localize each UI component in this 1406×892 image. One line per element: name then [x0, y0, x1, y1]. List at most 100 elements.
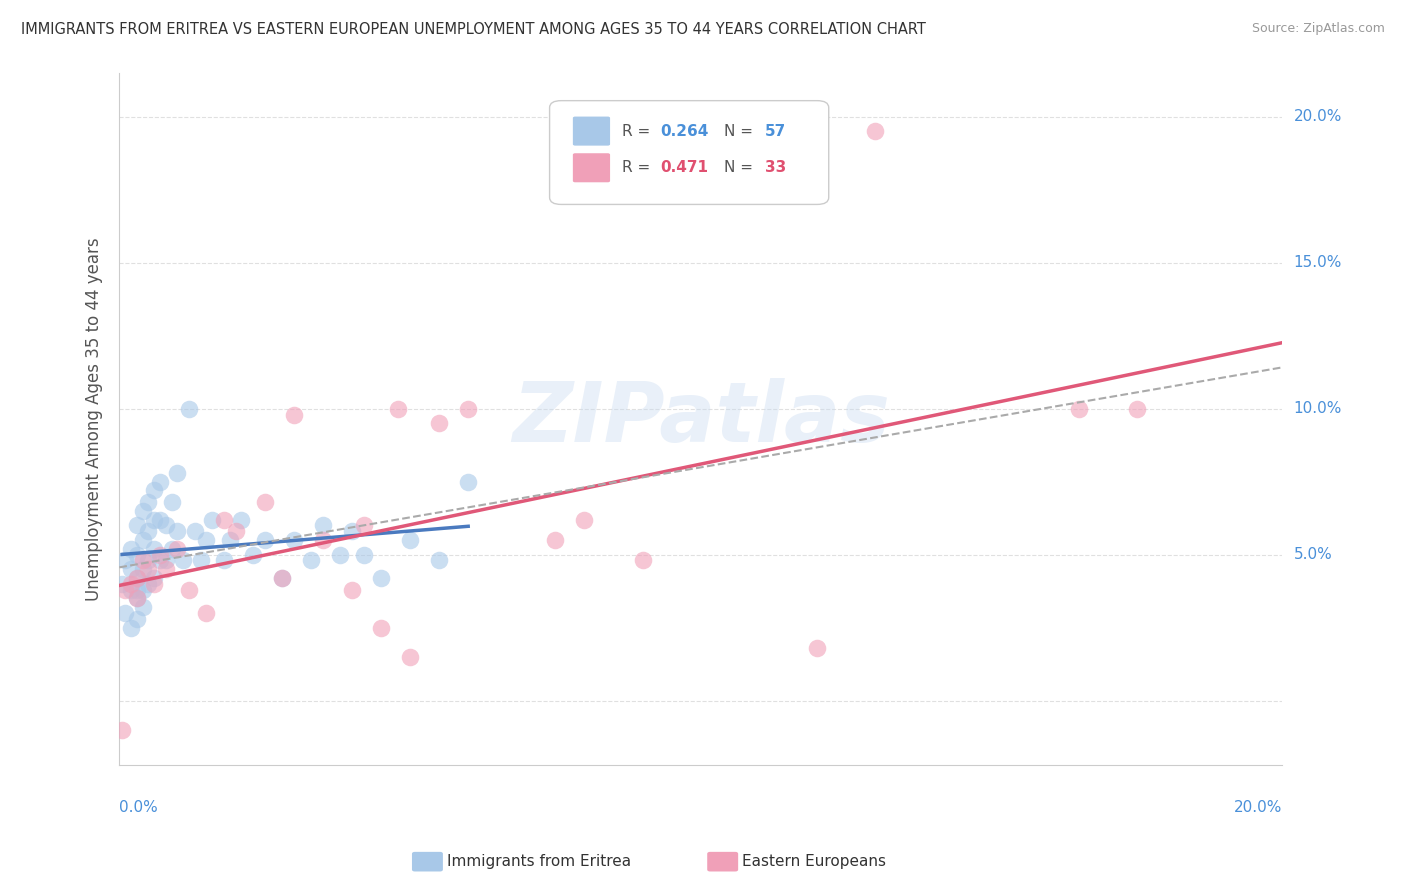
Point — [131, 562, 153, 576]
Text: 10.0%: 10.0% — [1294, 401, 1341, 417]
Text: N =: N = — [724, 161, 758, 175]
Point — [1067, 401, 1090, 416]
Point — [125, 612, 148, 626]
Point — [166, 466, 188, 480]
Point — [125, 571, 148, 585]
Point — [138, 553, 160, 567]
Point — [253, 533, 276, 547]
Point — [370, 571, 392, 585]
FancyBboxPatch shape — [572, 153, 610, 182]
Point — [111, 723, 134, 737]
Point — [138, 524, 160, 539]
Point — [544, 533, 567, 547]
Point — [114, 606, 136, 620]
Point — [120, 582, 142, 597]
Point — [312, 518, 335, 533]
Point — [149, 513, 172, 527]
Point — [271, 571, 294, 585]
Point — [574, 513, 596, 527]
Point — [865, 124, 887, 138]
Point — [370, 621, 392, 635]
Point — [399, 649, 422, 664]
Point — [149, 548, 172, 562]
FancyBboxPatch shape — [572, 117, 610, 145]
Point — [353, 548, 375, 562]
Point — [457, 475, 479, 489]
Text: R =: R = — [621, 124, 655, 138]
Point — [299, 553, 322, 567]
Point — [387, 401, 409, 416]
Text: R =: R = — [621, 161, 655, 175]
Point — [195, 533, 218, 547]
Point — [427, 553, 450, 567]
Point — [114, 553, 136, 567]
Point — [312, 533, 335, 547]
Point — [125, 548, 148, 562]
Point — [149, 475, 172, 489]
Point — [399, 533, 422, 547]
Point — [166, 541, 188, 556]
Point — [143, 513, 166, 527]
Point — [427, 417, 450, 431]
Point — [125, 571, 148, 585]
Point — [138, 577, 160, 591]
Point — [131, 600, 153, 615]
Text: 0.0%: 0.0% — [120, 799, 157, 814]
Point — [149, 553, 172, 567]
Point — [131, 582, 153, 597]
Text: 0.471: 0.471 — [659, 161, 709, 175]
Point — [131, 504, 153, 518]
Point — [143, 577, 166, 591]
Point — [138, 562, 160, 576]
Point — [160, 495, 183, 509]
Point — [283, 533, 305, 547]
Point — [155, 562, 177, 576]
Point — [177, 401, 200, 416]
Point — [457, 401, 479, 416]
Point — [143, 541, 166, 556]
Point — [212, 553, 235, 567]
Point — [155, 518, 177, 533]
Point — [125, 591, 148, 606]
Text: 20.0%: 20.0% — [1294, 109, 1341, 124]
Point — [218, 533, 240, 547]
Point — [143, 571, 166, 585]
Point — [190, 553, 212, 567]
Point — [184, 524, 207, 539]
Point — [283, 408, 305, 422]
Point — [138, 495, 160, 509]
Point — [114, 582, 136, 597]
Point — [253, 495, 276, 509]
Point — [120, 577, 142, 591]
Text: N =: N = — [724, 124, 758, 138]
Text: IMMIGRANTS FROM ERITREA VS EASTERN EUROPEAN UNEMPLOYMENT AMONG AGES 35 TO 44 YEA: IMMIGRANTS FROM ERITREA VS EASTERN EUROP… — [21, 22, 927, 37]
Point — [329, 548, 352, 562]
Text: 5.0%: 5.0% — [1294, 547, 1331, 562]
Point — [160, 541, 183, 556]
Point — [242, 548, 264, 562]
Y-axis label: Unemployment Among Ages 35 to 44 years: Unemployment Among Ages 35 to 44 years — [86, 237, 103, 600]
Point — [340, 582, 363, 597]
Point — [1126, 401, 1149, 416]
Point — [166, 524, 188, 539]
Point — [120, 562, 142, 576]
Point — [806, 641, 828, 656]
Point — [131, 533, 153, 547]
Text: Source: ZipAtlas.com: Source: ZipAtlas.com — [1251, 22, 1385, 36]
Text: 0.264: 0.264 — [659, 124, 709, 138]
Text: 15.0%: 15.0% — [1294, 255, 1341, 270]
Text: Eastern Europeans: Eastern Europeans — [742, 855, 886, 869]
Point — [125, 518, 148, 533]
Point — [212, 513, 235, 527]
Point — [201, 513, 224, 527]
Point — [120, 621, 142, 635]
Point — [353, 518, 375, 533]
Point — [172, 553, 194, 567]
Point — [271, 571, 294, 585]
Text: Immigrants from Eritrea: Immigrants from Eritrea — [447, 855, 631, 869]
Point — [225, 524, 247, 539]
Point — [631, 553, 654, 567]
Point — [131, 553, 153, 567]
Point — [143, 483, 166, 498]
Point — [111, 577, 134, 591]
